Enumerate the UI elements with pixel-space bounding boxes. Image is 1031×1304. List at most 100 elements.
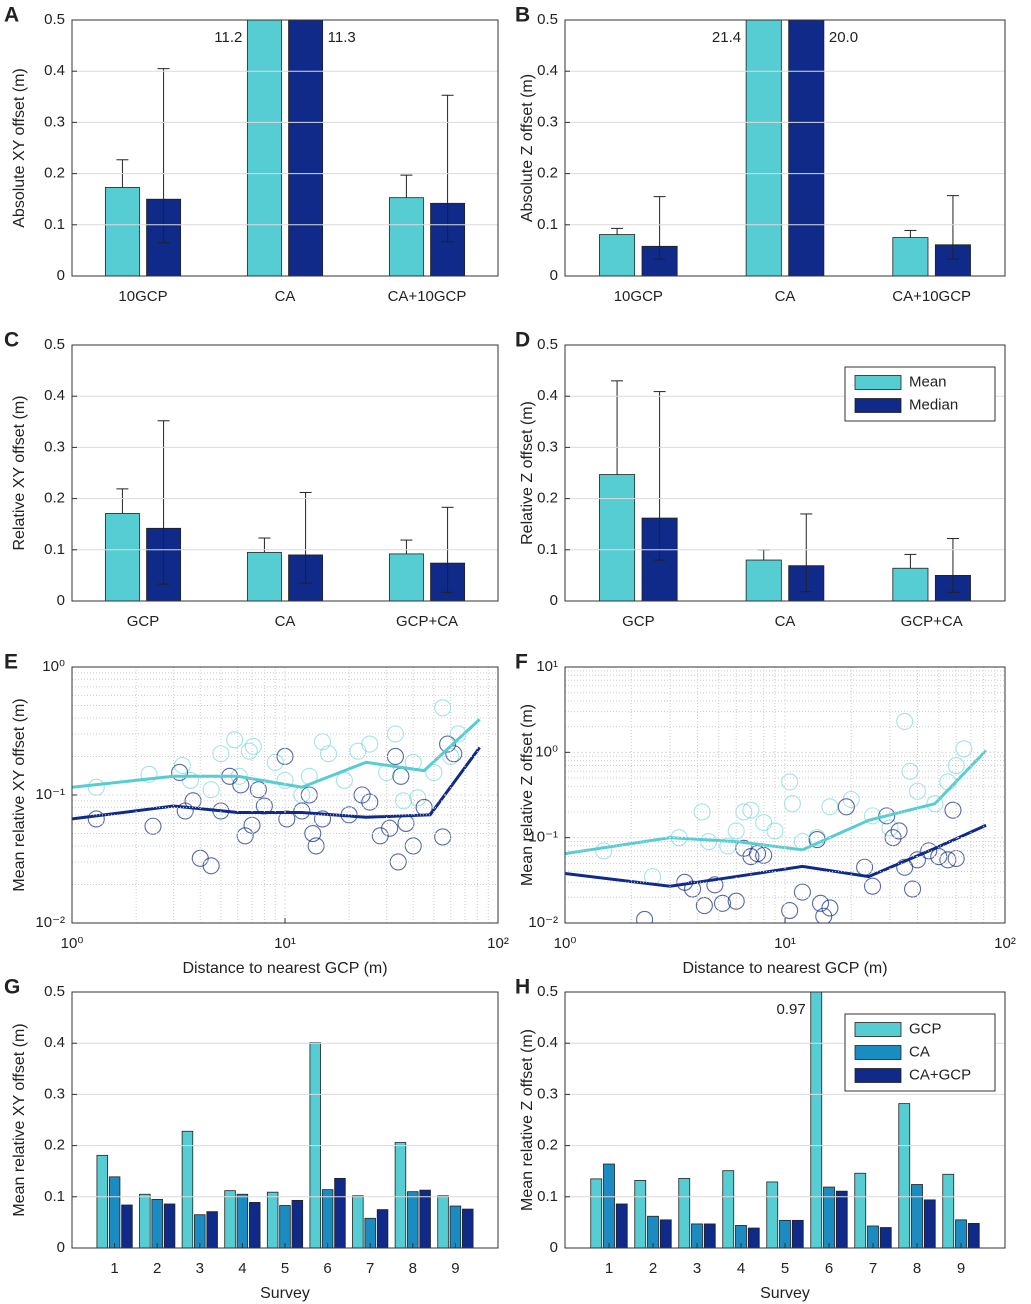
x-tick-label: 4 <box>238 1260 246 1277</box>
point <box>434 699 452 717</box>
y-tick-label: 0 <box>550 1239 558 1256</box>
x-tick-label: GCP <box>622 613 655 630</box>
bar <box>747 1227 760 1248</box>
y-tick-label: 0.5 <box>44 336 65 353</box>
point <box>392 767 410 785</box>
point <box>404 837 422 855</box>
value-label: 11.2 <box>214 29 242 46</box>
legend-swatch <box>854 1068 902 1083</box>
x-tick-label: 5 <box>281 1260 289 1277</box>
bar <box>590 1178 603 1248</box>
plot-area <box>599 20 971 276</box>
bar <box>321 1189 334 1248</box>
x-tick-label: 3 <box>693 1260 701 1277</box>
axes-box <box>71 991 499 1249</box>
value-label: 20.0 <box>829 29 858 46</box>
y-tick-label: 0.1 <box>537 541 558 558</box>
bar <box>288 20 324 276</box>
bar <box>911 1184 923 1248</box>
point <box>409 789 427 807</box>
bar <box>163 1203 176 1248</box>
bar <box>892 567 929 601</box>
bar <box>659 1219 672 1248</box>
bar <box>599 474 636 601</box>
y-axis-label: Relative XY offset (m) <box>11 395 28 550</box>
bar <box>810 992 823 1248</box>
y-tick-label: 0.1 <box>44 1188 65 1205</box>
y-tick-label: 0.2 <box>537 490 558 507</box>
y-axis-label: Mean relative Z offset (m) <box>519 1029 536 1211</box>
y-axis-label: Mean relative Z offset (m) <box>519 704 536 886</box>
legend-swatch <box>854 1045 902 1060</box>
point <box>890 822 908 840</box>
y-tick-label: 0.1 <box>44 541 65 558</box>
plot-area <box>104 420 466 601</box>
value-label: 11.3 <box>328 29 356 46</box>
axes-box <box>71 344 499 602</box>
bar <box>246 551 282 601</box>
point <box>684 880 702 898</box>
point <box>335 771 353 789</box>
bar <box>599 234 636 276</box>
point <box>191 849 209 867</box>
x-tick-label: 6 <box>323 1260 331 1277</box>
x-tick-label: GCP+CA <box>901 613 963 630</box>
bar <box>449 1205 462 1248</box>
legend-swatch <box>854 1022 902 1037</box>
point <box>361 735 379 753</box>
plot-area <box>590 992 980 1248</box>
legend-label: CA+GCP <box>909 1066 971 1083</box>
point <box>693 803 711 821</box>
point <box>266 753 284 771</box>
x-tick-label: 9 <box>957 1260 965 1277</box>
bar <box>779 1219 791 1248</box>
bar <box>823 1186 835 1248</box>
plot-area <box>565 712 988 923</box>
x-tick-label: 1 <box>605 1260 613 1277</box>
point <box>434 828 452 846</box>
value-label: 0.97 <box>777 1001 806 1018</box>
y-tick-label: 0.4 <box>44 387 65 404</box>
x-tick-label: 10¹ <box>774 935 796 952</box>
bar <box>967 1223 980 1248</box>
panel-label: H <box>515 976 530 999</box>
bar <box>96 1154 108 1248</box>
legend-label: Mean <box>909 373 947 390</box>
y-axis-label: Mean relative XY offset (m) <box>11 1023 28 1216</box>
point <box>896 858 914 876</box>
y-tick-label: 10⁰ <box>535 743 558 760</box>
point <box>727 822 745 840</box>
point <box>226 731 244 749</box>
point <box>783 795 801 813</box>
legend-label: CA <box>909 1043 930 1060</box>
y-tick-label: 0.5 <box>44 983 65 1000</box>
point <box>87 810 105 828</box>
y-tick-label: 0.5 <box>537 983 558 1000</box>
bar <box>788 20 825 276</box>
y-tick-label: 10⁻¹ <box>35 786 65 803</box>
bar <box>236 1193 249 1248</box>
point <box>236 827 254 845</box>
x-tick-label: 7 <box>366 1260 374 1277</box>
y-tick-label: 10¹ <box>536 658 558 675</box>
y-tick-label: 0.5 <box>537 336 558 353</box>
y-tick-label: 0.4 <box>537 62 558 79</box>
point <box>755 846 773 864</box>
point <box>863 877 882 895</box>
panel-label: A <box>4 4 19 27</box>
panel-label: C <box>4 329 19 352</box>
axes-box <box>564 344 1006 602</box>
point <box>278 810 296 828</box>
point <box>293 802 311 820</box>
point <box>955 740 973 758</box>
bar <box>437 1195 449 1248</box>
bar <box>615 1203 628 1248</box>
bar <box>419 1189 431 1248</box>
point <box>389 853 407 871</box>
y-tick-label: 10⁻¹ <box>528 829 558 846</box>
point <box>811 894 830 912</box>
y-tick-label: 0.1 <box>537 1188 558 1205</box>
point <box>920 842 938 860</box>
point <box>706 876 724 894</box>
